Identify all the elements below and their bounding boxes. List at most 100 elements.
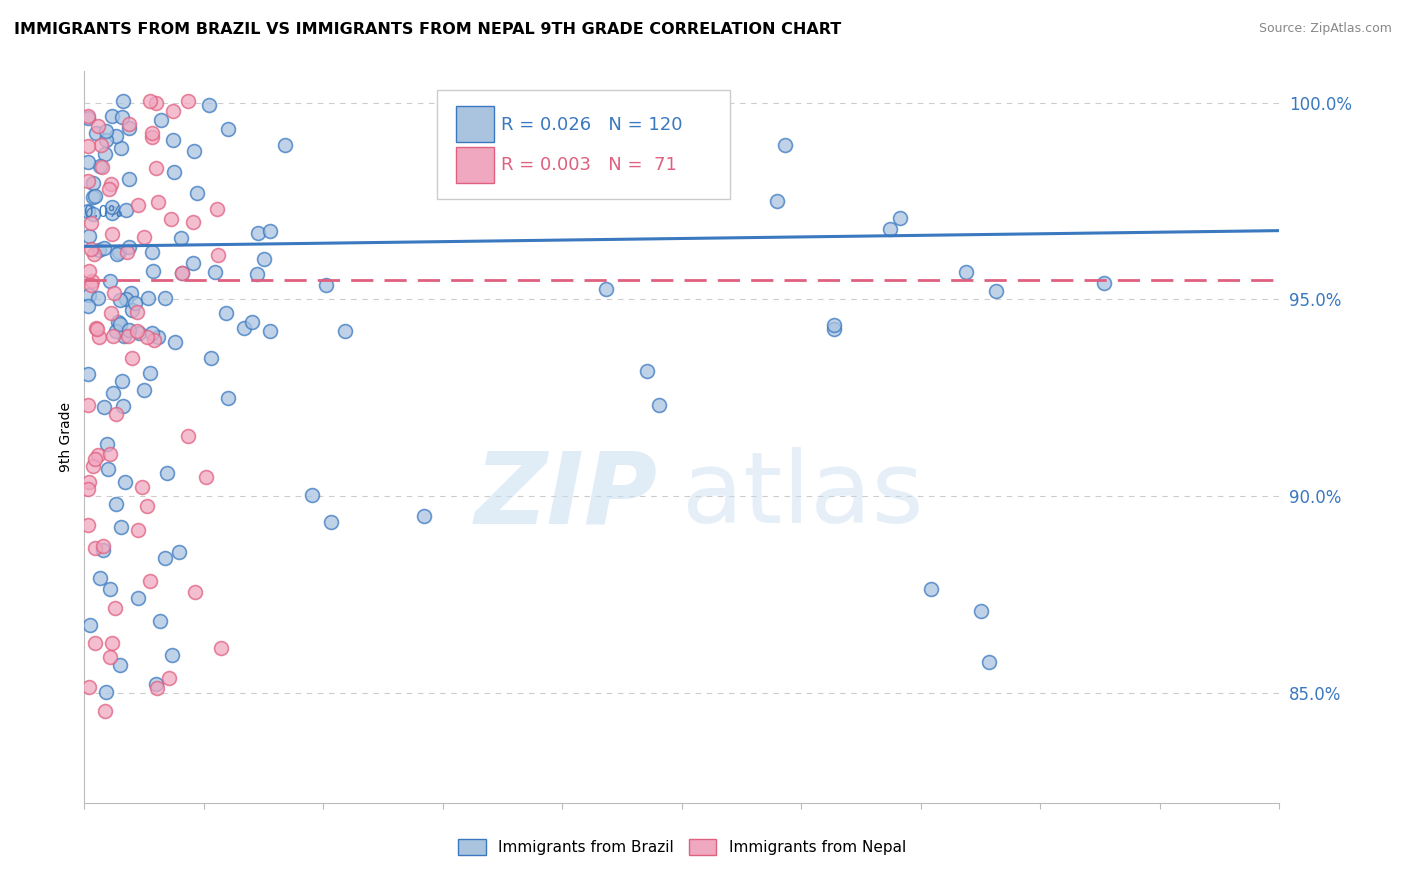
Point xyxy=(127,305,149,319)
FancyBboxPatch shape xyxy=(456,146,495,183)
Point xyxy=(141,245,163,260)
Point xyxy=(97,181,120,195)
Point xyxy=(77,229,100,244)
Point xyxy=(127,591,149,606)
Point xyxy=(110,520,132,534)
Point xyxy=(104,407,127,421)
Point xyxy=(183,215,205,229)
Point xyxy=(301,488,323,502)
Point xyxy=(150,113,173,128)
Point xyxy=(117,240,139,254)
FancyBboxPatch shape xyxy=(456,106,495,143)
Point xyxy=(90,161,112,175)
Point xyxy=(170,266,193,280)
Point xyxy=(170,231,193,245)
Point xyxy=(80,274,103,288)
Point xyxy=(94,124,117,138)
Point xyxy=(121,351,143,365)
Point xyxy=(110,111,132,125)
Point xyxy=(177,94,200,108)
Point xyxy=(1092,276,1115,290)
Point xyxy=(77,368,100,382)
Point xyxy=(233,321,256,335)
Text: Source: ZipAtlas.com: Source: ZipAtlas.com xyxy=(1258,22,1392,36)
Point xyxy=(977,655,1000,669)
Point xyxy=(138,291,160,305)
Point xyxy=(246,226,269,240)
Point xyxy=(84,126,107,140)
Point xyxy=(97,462,120,476)
Point xyxy=(139,95,162,109)
Point xyxy=(112,94,135,108)
Point xyxy=(96,436,118,450)
Point xyxy=(132,230,155,244)
Point xyxy=(215,306,238,320)
Point xyxy=(128,326,150,341)
Point xyxy=(766,194,789,208)
Point xyxy=(127,523,149,537)
Point xyxy=(141,126,163,140)
Point xyxy=(89,571,111,585)
Point xyxy=(110,657,132,672)
Point xyxy=(91,539,114,553)
Point xyxy=(77,288,100,302)
Point xyxy=(124,296,146,310)
Point xyxy=(111,400,134,414)
Text: R = 0.026   N = 120: R = 0.026 N = 120 xyxy=(502,116,683,134)
Point xyxy=(319,515,342,529)
Point xyxy=(217,391,239,405)
Point xyxy=(84,452,107,467)
Point xyxy=(773,138,796,153)
Point xyxy=(153,291,176,305)
Point xyxy=(181,256,204,270)
Point xyxy=(143,333,166,347)
FancyBboxPatch shape xyxy=(437,90,730,200)
Text: R = 0.003   N =  71: R = 0.003 N = 71 xyxy=(502,156,678,174)
Point xyxy=(77,482,100,496)
Point xyxy=(176,429,198,443)
Point xyxy=(160,211,183,226)
Point xyxy=(205,202,228,216)
Point xyxy=(89,330,111,344)
Point xyxy=(200,351,222,366)
Point xyxy=(920,582,942,596)
Point xyxy=(98,447,121,461)
Point xyxy=(77,112,100,126)
Point xyxy=(100,274,122,288)
Point xyxy=(89,159,111,173)
Point xyxy=(93,146,115,161)
Point xyxy=(82,207,104,221)
Point xyxy=(100,306,122,320)
Point xyxy=(145,96,167,111)
Point xyxy=(91,542,114,557)
Point xyxy=(145,676,167,690)
Point xyxy=(93,400,115,414)
Point xyxy=(118,117,141,131)
Point xyxy=(209,641,232,656)
Point xyxy=(108,317,131,331)
Point xyxy=(82,190,104,204)
Point xyxy=(146,681,169,695)
Point xyxy=(149,615,172,629)
Point xyxy=(101,386,124,401)
Point xyxy=(136,330,159,344)
Point xyxy=(114,203,136,218)
Point xyxy=(145,161,167,175)
Point xyxy=(217,122,239,136)
Point xyxy=(984,285,1007,299)
Point xyxy=(148,330,170,344)
Point xyxy=(127,198,149,212)
Point xyxy=(84,541,107,556)
Point xyxy=(105,128,128,143)
Point xyxy=(141,130,163,145)
Point xyxy=(148,195,170,210)
Point xyxy=(163,164,186,178)
Point xyxy=(98,650,121,665)
Point xyxy=(93,704,115,718)
Point xyxy=(77,204,100,219)
Text: IMMIGRANTS FROM BRAZIL VS IMMIGRANTS FROM NEPAL 9TH GRADE CORRELATION CHART: IMMIGRANTS FROM BRAZIL VS IMMIGRANTS FRO… xyxy=(14,22,841,37)
Point xyxy=(879,221,901,235)
Point xyxy=(82,458,104,473)
Point xyxy=(204,265,226,279)
Point xyxy=(186,186,208,200)
